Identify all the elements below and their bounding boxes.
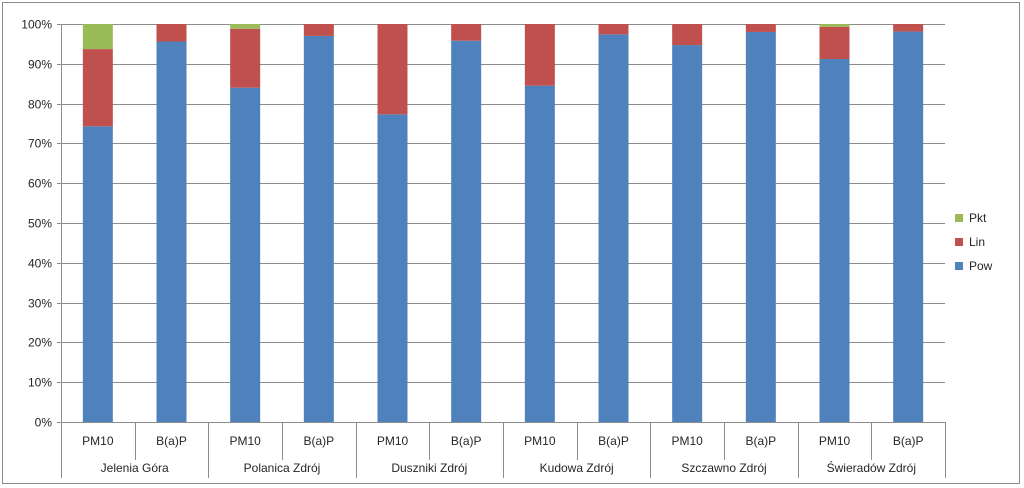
x-tick-label: B(a)P — [745, 434, 776, 448]
x-tick-label: B(a)P — [893, 434, 924, 448]
x-tick-label: B(a)P — [303, 434, 334, 448]
bar-segment-lin — [524, 24, 555, 86]
group-label: Szczawno Zdrój — [681, 461, 766, 475]
bar-segment-lin — [745, 24, 776, 32]
bar-segment-lin — [303, 24, 334, 36]
bar-segment-lin — [156, 24, 187, 42]
y-tick-label: 90% — [28, 58, 52, 72]
bar-segment-lin — [819, 26, 850, 60]
bar-segment-pow — [303, 35, 334, 422]
legend-swatch-lin — [955, 238, 963, 246]
bar-segment-pow — [524, 85, 555, 422]
bar-segment-pow — [230, 87, 261, 423]
bars — [82, 24, 924, 423]
x-tick-label: PM10 — [524, 434, 556, 448]
bar-segment-lin — [672, 24, 703, 46]
bar-segment-pow — [672, 45, 703, 423]
y-tick-label: 10% — [28, 376, 52, 390]
bar-segment-lin — [893, 24, 924, 32]
y-tick-label: 70% — [28, 137, 52, 151]
x-axis: PM10 B(a)P PM10 B(a)P PM10 B(a)P PM10 B(a)P PM10… — [61, 422, 946, 478]
x-tick-label: B(a)P — [598, 434, 629, 448]
legend-label-pkt: Pkt — [969, 211, 987, 225]
x-tick-label: PM10 — [229, 434, 261, 448]
bar-segment-pkt — [82, 24, 113, 50]
group-label: Kudowa Zdrój — [540, 461, 614, 475]
bar-segment-lin — [230, 28, 261, 88]
bar-segment-pkt — [230, 24, 261, 29]
bar-segment-pow — [819, 59, 850, 423]
bar-segment-pow — [377, 114, 408, 422]
bar-segment-lin — [451, 24, 482, 41]
bar-segment-pow — [745, 31, 776, 423]
bar-segment-pkt — [819, 24, 850, 27]
bar-segment-lin — [598, 24, 629, 35]
x-tick-label: PM10 — [671, 434, 703, 448]
y-tick-label: 100% — [21, 18, 52, 32]
x-tick-label: PM10 — [377, 434, 409, 448]
y-tick-label: 40% — [28, 257, 52, 271]
y-tick-label: 30% — [28, 297, 52, 311]
bar-segment-pow — [82, 126, 113, 422]
y-tick-label: 80% — [28, 98, 52, 112]
bar-segment-pow — [156, 41, 187, 423]
legend-swatch-pow — [955, 262, 963, 270]
y-tick-label: 0% — [35, 416, 53, 430]
bar-segment-lin — [377, 24, 408, 115]
x-tick-label: PM10 — [82, 434, 114, 448]
gridlines — [57, 24, 945, 423]
legend-label-pow: Pow — [969, 259, 993, 273]
group-label: Jelenia Góra — [101, 461, 169, 475]
x-tick-label: B(a)P — [451, 434, 482, 448]
y-tick-label: 20% — [28, 336, 52, 350]
bar-segment-pow — [893, 31, 924, 422]
bar-segment-pow — [598, 34, 629, 423]
legend: Pkt Lin Pow — [955, 211, 993, 273]
group-label: Duszniki Zdrój — [391, 461, 467, 475]
group-label: Polanica Zdrój — [244, 461, 321, 475]
y-axis: 0% 10% 20% 30% 40% 50% 60% 70% 80% 90% 100% — [21, 18, 62, 430]
legend-swatch-pkt — [955, 214, 963, 222]
y-tick-label: 60% — [28, 177, 52, 191]
bar-segment-pow — [451, 40, 482, 422]
bar-segment-lin — [82, 49, 113, 127]
x-tick-label: B(a)P — [156, 434, 187, 448]
legend-label-lin: Lin — [969, 235, 985, 249]
group-label: Świeradów Zdrój — [827, 460, 916, 475]
stacked-bar-chart: 0% 10% 20% 30% 40% 50% 60% 70% 80% 90% 100% PM10 B(… — [21, 18, 993, 478]
x-tick-label: PM10 — [819, 434, 851, 448]
y-tick-label: 50% — [28, 217, 52, 231]
